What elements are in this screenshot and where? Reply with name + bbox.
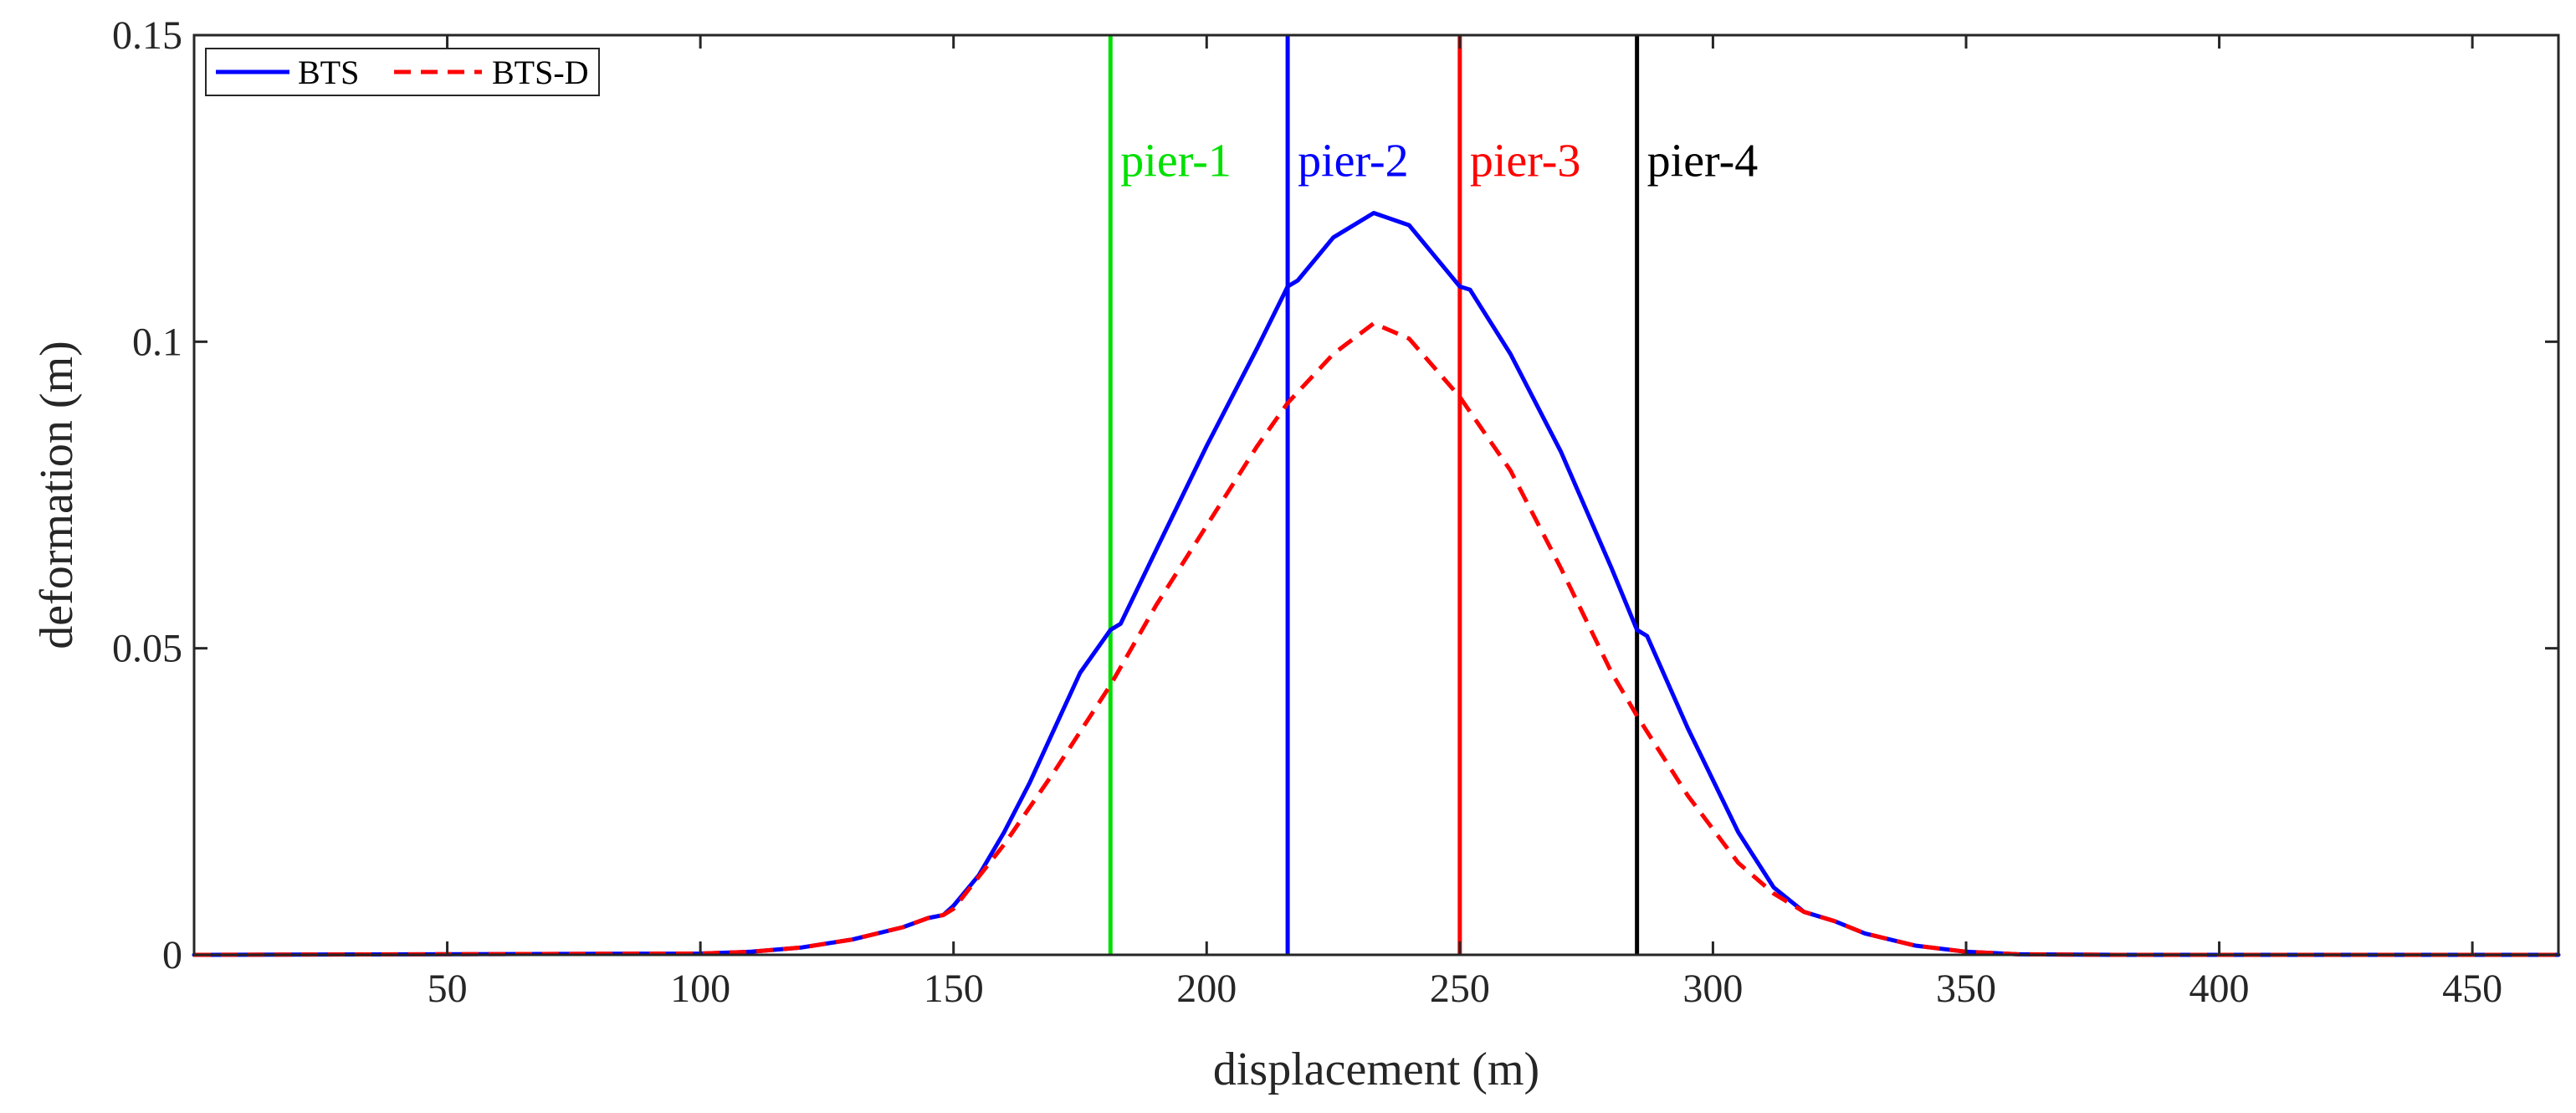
pier-lines: pier-1 pier-2 pier-3 pier-4 [1108,35,1759,955]
y-tick-label: 0 [162,933,182,977]
legend-label-bts-d: BTS-D [492,54,589,91]
x-tick-label: 400 [2189,967,2250,1011]
axis-ticks: 50 100 150 200 250 300 350 400 450 0 0.05 0.1 0.15 [112,13,2558,1011]
y-tick-label: 0.15 [112,13,182,58]
pier-1-label: pier-1 [1120,136,1232,187]
pier-4-label: pier-4 [1647,136,1759,187]
legend-label-bts: BTS [298,54,359,91]
series-lines [192,211,2561,957]
y-axis-title: deformation (m) [31,341,83,649]
x-tick-label: 50 [428,967,468,1011]
x-axis-title: displacement (m) [1213,1044,1539,1095]
pier-2-label: pier-2 [1298,136,1409,187]
x-tick-label: 150 [924,967,984,1011]
legend: BTS BTS-D [205,48,600,96]
x-tick-label: 450 [2442,967,2502,1011]
axes-box [192,33,2560,957]
x-tick-label: 200 [1176,967,1237,1011]
pier-3-label: pier-3 [1470,136,1581,187]
x-tick-label: 250 [1430,967,1490,1011]
y-tick-label: 0.1 [132,320,182,364]
y-tick-label: 0.05 [112,627,182,671]
x-tick-label: 100 [670,967,730,1011]
series-line-bts-d [193,321,2558,957]
x-tick-label: 350 [1936,967,1996,1011]
x-tick-label: 300 [1682,967,1743,1011]
